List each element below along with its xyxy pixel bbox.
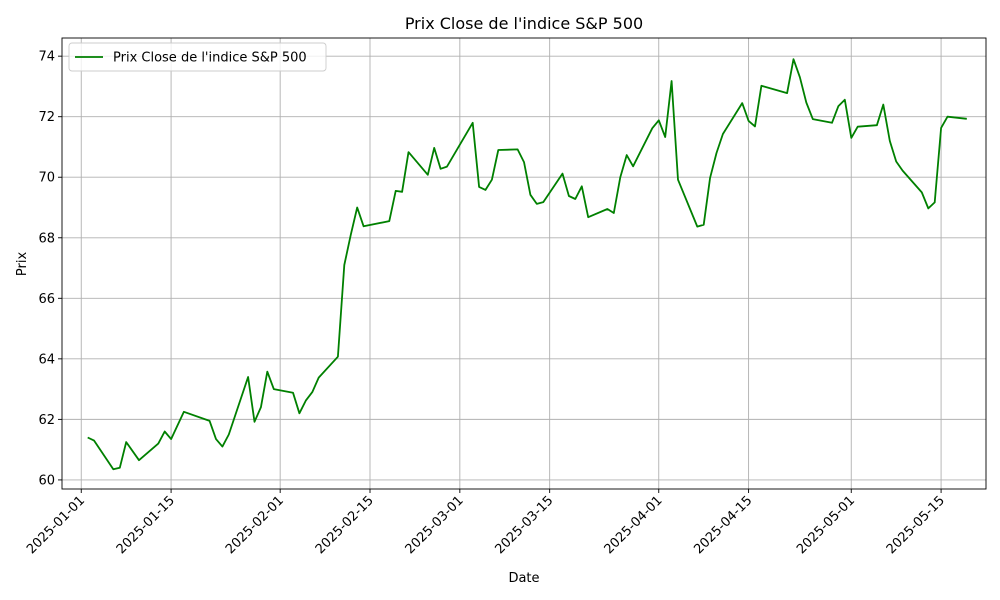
legend: Prix Close de l'indice S&P 500 <box>68 42 327 72</box>
x-tick-label: 2025-03-15 <box>492 493 556 557</box>
x-tick-label: 2025-05-15 <box>884 493 948 557</box>
x-tick-label: 2025-01-15 <box>114 493 178 557</box>
legend-box <box>68 42 327 72</box>
plot-area-frame <box>61 37 987 490</box>
y-tick-label: 74 <box>38 50 55 65</box>
x-tick-label: 2025-04-15 <box>691 493 755 557</box>
y-tick-label: 62 <box>38 413 55 428</box>
y-axis-label: Prix <box>15 252 30 277</box>
x-axis-label: Date <box>508 571 539 586</box>
y-tick-label: 68 <box>38 231 55 246</box>
x-tick-label: 2025-01-01 <box>24 493 88 557</box>
y-tick-label: 70 <box>38 171 55 186</box>
chart-title: Prix Close de l'indice S&P 500 <box>405 14 643 33</box>
series-line <box>87 58 967 471</box>
x-axis-ticks: 2025-01-01 2025-01-15 2025-02-01 2025-02-15… <box>24 489 948 557</box>
x-tick-label: 2025-02-01 <box>223 493 287 557</box>
legend-label: Prix Close de l'indice S&P 500 <box>113 51 307 66</box>
y-tick-label: 60 <box>38 473 55 488</box>
y-tick-label: 64 <box>38 352 55 367</box>
x-tick-label: 2025-03-01 <box>403 493 467 557</box>
series-layer <box>87 58 967 471</box>
grid-layer <box>62 38 986 489</box>
y-tick-label: 66 <box>38 292 55 307</box>
x-tick-label: 2025-02-15 <box>313 493 377 557</box>
x-tick-label: 2025-04-01 <box>602 493 666 557</box>
y-tick-label: 72 <box>38 110 55 125</box>
y-axis-ticks: 60 62 64 66 68 70 72 74 <box>38 50 62 488</box>
x-tick-label: 2025-05-01 <box>794 493 858 557</box>
